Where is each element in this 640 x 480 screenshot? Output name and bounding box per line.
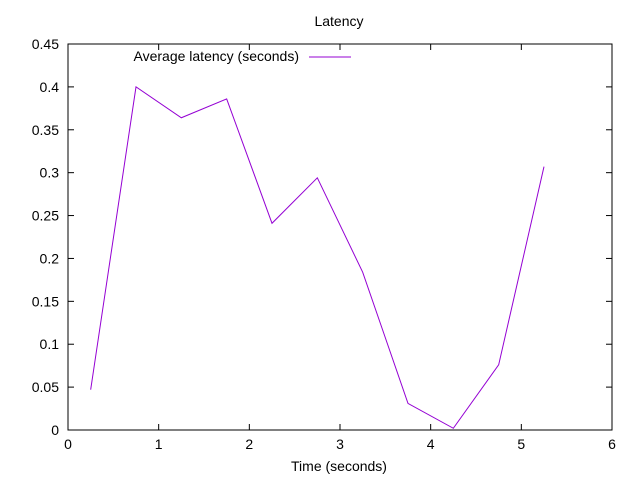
y-tick-label-8: 0.4 <box>40 79 60 95</box>
y-tick-label-3: 0.15 <box>32 293 59 309</box>
x-tick-label-1: 1 <box>155 436 163 452</box>
y-axis: 0 0.05 0.1 0.15 0.2 0.25 0.3 0.35 0.4 0.45 <box>32 36 612 438</box>
y-tick-label-2: 0.1 <box>40 336 60 352</box>
y-tick-label-1: 0.05 <box>32 379 59 395</box>
legend-label: Average latency (seconds) <box>134 48 300 64</box>
chart-title: Latency <box>314 13 363 29</box>
x-tick-label-6: 6 <box>608 436 616 452</box>
y-tick-label-4: 0.2 <box>40 250 60 266</box>
series-line-0 <box>90 86 545 429</box>
x-tick-label-5: 5 <box>517 436 525 452</box>
y-tick-label-5: 0.25 <box>32 208 59 224</box>
x-axis: 0 1 2 3 4 5 6 <box>64 44 616 452</box>
y-tick-label-9: 0.45 <box>32 36 59 52</box>
y-tick-label-6: 0.3 <box>40 165 60 181</box>
legend: Average latency (seconds) <box>134 48 351 64</box>
x-tick-label-0: 0 <box>64 436 72 452</box>
plot-area-frame <box>67 43 613 431</box>
y-tick-label-7: 0.35 <box>32 122 59 138</box>
x-tick-label-4: 4 <box>427 436 435 452</box>
x-tick-label-2: 2 <box>245 436 253 452</box>
y-tick-label-0: 0 <box>51 422 59 438</box>
series-layer <box>90 86 545 429</box>
x-axis-label: Time (seconds) <box>291 458 387 474</box>
x-tick-label-3: 3 <box>336 436 344 452</box>
